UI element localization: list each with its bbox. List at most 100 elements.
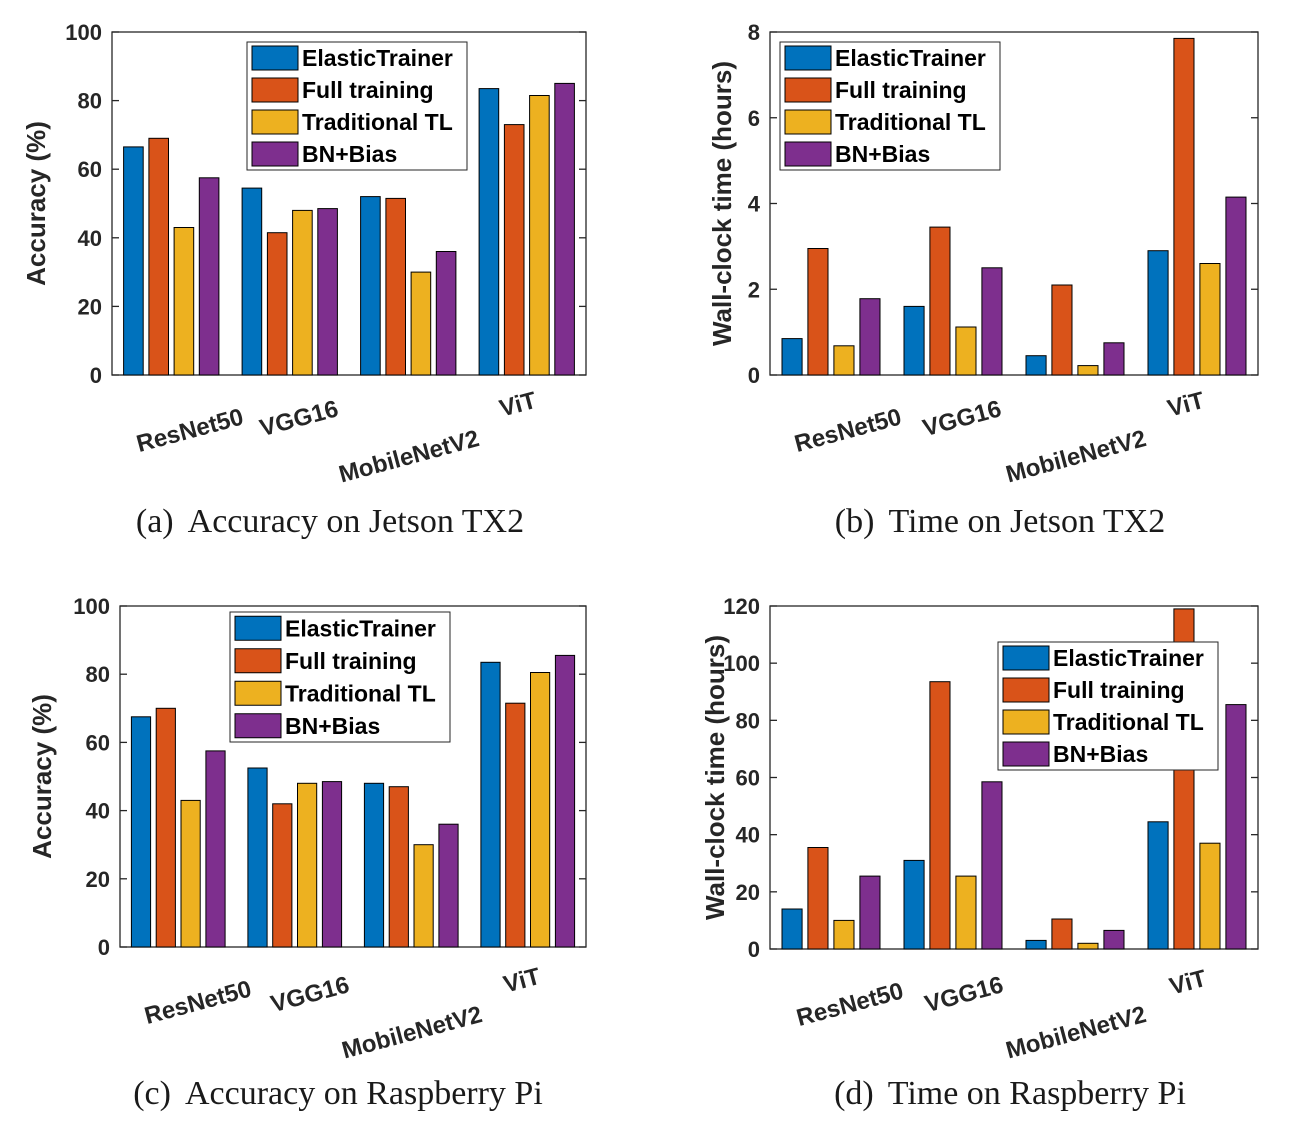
x-tick-label: VGG16 [920, 395, 1004, 442]
bar-full-training-resnet50 [155, 707, 176, 948]
bar-full-training-resnet50 [807, 248, 829, 376]
caption-text: Accuracy on Raspberry Pi [185, 1075, 543, 1112]
bar-traditional-tl-mobilenetv2 [413, 844, 434, 948]
figure-caption: (b) Time on Jetson TX2 [835, 503, 1165, 540]
caption-text: Time on Raspberry Pi [888, 1075, 1186, 1112]
legend-swatch [251, 45, 299, 71]
bar-elastictrainer-resnet50 [130, 716, 152, 948]
bar-traditional-tl-mobilenetv2 [410, 271, 432, 376]
y-tick-label: 40 [736, 823, 760, 848]
y-tick-label: 80 [736, 708, 760, 733]
legend-label: ElasticTrainer [285, 615, 436, 641]
legend-swatch [784, 109, 832, 135]
bar-bn-bias-vit [554, 82, 575, 376]
y-axis-label: Accuracy (%) [27, 694, 57, 859]
x-tick-label: MobileNetV2 [1003, 1001, 1149, 1064]
bar-bn-bias-resnet50 [198, 177, 220, 376]
y-tick-label: 8 [748, 20, 760, 45]
chart-d: 0 20 40 60 80 100 120 Wall-clock time (hours) Re… [700, 594, 1259, 1112]
chart-a: 0 20 40 60 80 100 Accuracy (%) ResNet50 VGG16Mob… [21, 20, 587, 540]
legend-label: BN+Bias [285, 713, 380, 739]
bar-bn-bias-resnet50 [859, 875, 881, 950]
y-tick-label: 120 [723, 594, 760, 619]
bar-bn-bias-vgg16 [321, 781, 343, 948]
x-tick-label: MobileNetV2 [336, 425, 482, 488]
y-tick-label: 20 [78, 294, 102, 319]
y-tick-label: 80 [78, 89, 102, 114]
bar-full-training-mobilenetv2 [1051, 918, 1073, 950]
bar-traditional-tl-vit [1199, 263, 1221, 376]
legend-label: ElasticTrainer [302, 45, 453, 71]
bar-bn-bias-vgg16 [981, 267, 1003, 376]
bar-elastictrainer-resnet50 [123, 146, 144, 376]
bar-traditional-tl-resnet50 [180, 799, 201, 948]
legend-label: BN+Bias [1053, 741, 1148, 767]
bar-traditional-tl-mobilenetv2 [1077, 365, 1099, 376]
bar-bn-bias-resnet50 [859, 298, 881, 376]
bar-elastictrainer-vgg16 [247, 767, 268, 948]
x-tick-label: ViT [1167, 965, 1210, 1001]
legend-label: Traditional TL [302, 109, 453, 135]
legend-label: Full training [285, 648, 417, 674]
bar-elastictrainer-mobilenetv2 [1025, 939, 1047, 950]
legend-swatch [1002, 709, 1050, 735]
y-tick-label: 40 [78, 226, 102, 251]
caption-text: Accuracy on Jetson TX2 [188, 503, 524, 540]
bar-full-training-mobilenetv2 [1051, 284, 1073, 376]
legend-label: Traditional TL [835, 109, 986, 135]
y-tick-label: 60 [736, 766, 760, 791]
caption-label: (d) [834, 1075, 874, 1112]
y-tick-label: 0 [748, 363, 760, 388]
bar-elastictrainer-vgg16 [241, 187, 263, 376]
figure-caption: (c) Accuracy on Raspberry Pi [133, 1075, 543, 1112]
x-tick-label: VGG16 [268, 971, 352, 1018]
legend-swatch [251, 109, 299, 135]
x-tick-label: VGG16 [257, 395, 341, 442]
y-tick-label: 100 [73, 594, 110, 619]
legend-label: Full training [302, 77, 434, 103]
legend-label: BN+Bias [835, 141, 930, 167]
bar-traditional-tl-vit [529, 95, 550, 376]
bar-bn-bias-mobilenetv2 [1103, 929, 1125, 950]
bar-bn-bias-resnet50 [205, 750, 226, 948]
legend-label: BN+Bias [302, 141, 397, 167]
legend-label: ElasticTrainer [835, 45, 986, 71]
y-tick-label: 60 [86, 730, 110, 755]
y-tick-label: 0 [90, 363, 102, 388]
bar-elastictrainer-resnet50 [781, 338, 803, 376]
bar-traditional-tl-mobilenetv2 [1077, 942, 1099, 950]
y-tick-label: 100 [723, 651, 760, 676]
bar-full-training-vgg16 [272, 803, 293, 948]
x-tick-label: ResNet50 [794, 978, 907, 1032]
legend-swatch [234, 680, 282, 706]
bar-bn-bias-mobilenetv2 [435, 251, 457, 376]
x-tick-label: MobileNetV2 [1003, 425, 1149, 488]
bar-traditional-tl-resnet50 [173, 227, 195, 376]
legend-swatch [1002, 645, 1050, 671]
y-tick-label: 4 [748, 192, 761, 217]
bar-elastictrainer-vit [480, 661, 501, 948]
caption-label: (c) [133, 1075, 171, 1112]
figure-caption: (a) Accuracy on Jetson TX2 [136, 503, 524, 540]
x-tick-label: ViT [501, 963, 544, 999]
bar-traditional-tl-resnet50 [833, 345, 855, 376]
caption-label: (b) [835, 503, 875, 540]
x-tick-label: ResNet50 [134, 404, 247, 458]
legend-swatch [784, 45, 832, 71]
caption-text: Time on Jetson TX2 [888, 503, 1165, 540]
bar-traditional-tl-vgg16 [955, 326, 977, 376]
bar-elastictrainer-vit [1147, 821, 1169, 950]
bar-elastictrainer-mobilenetv2 [1025, 355, 1047, 376]
legend-swatch [784, 141, 832, 167]
bar-bn-bias-vit [1225, 196, 1247, 376]
y-tick-label: 20 [736, 880, 760, 905]
bar-elastictrainer-resnet50 [781, 908, 803, 950]
legend-label: Traditional TL [285, 680, 436, 706]
chart-c: 0 20 40 60 80 100 Accuracy (%) ResNet50 VGG16Mob… [27, 594, 587, 1112]
y-axis-label: Accuracy (%) [21, 121, 51, 286]
bar-elastictrainer-vit [478, 88, 500, 376]
legend-swatch [234, 713, 282, 739]
bar-full-training-resnet50 [148, 137, 169, 376]
bar-full-training-mobilenetv2 [385, 197, 406, 376]
